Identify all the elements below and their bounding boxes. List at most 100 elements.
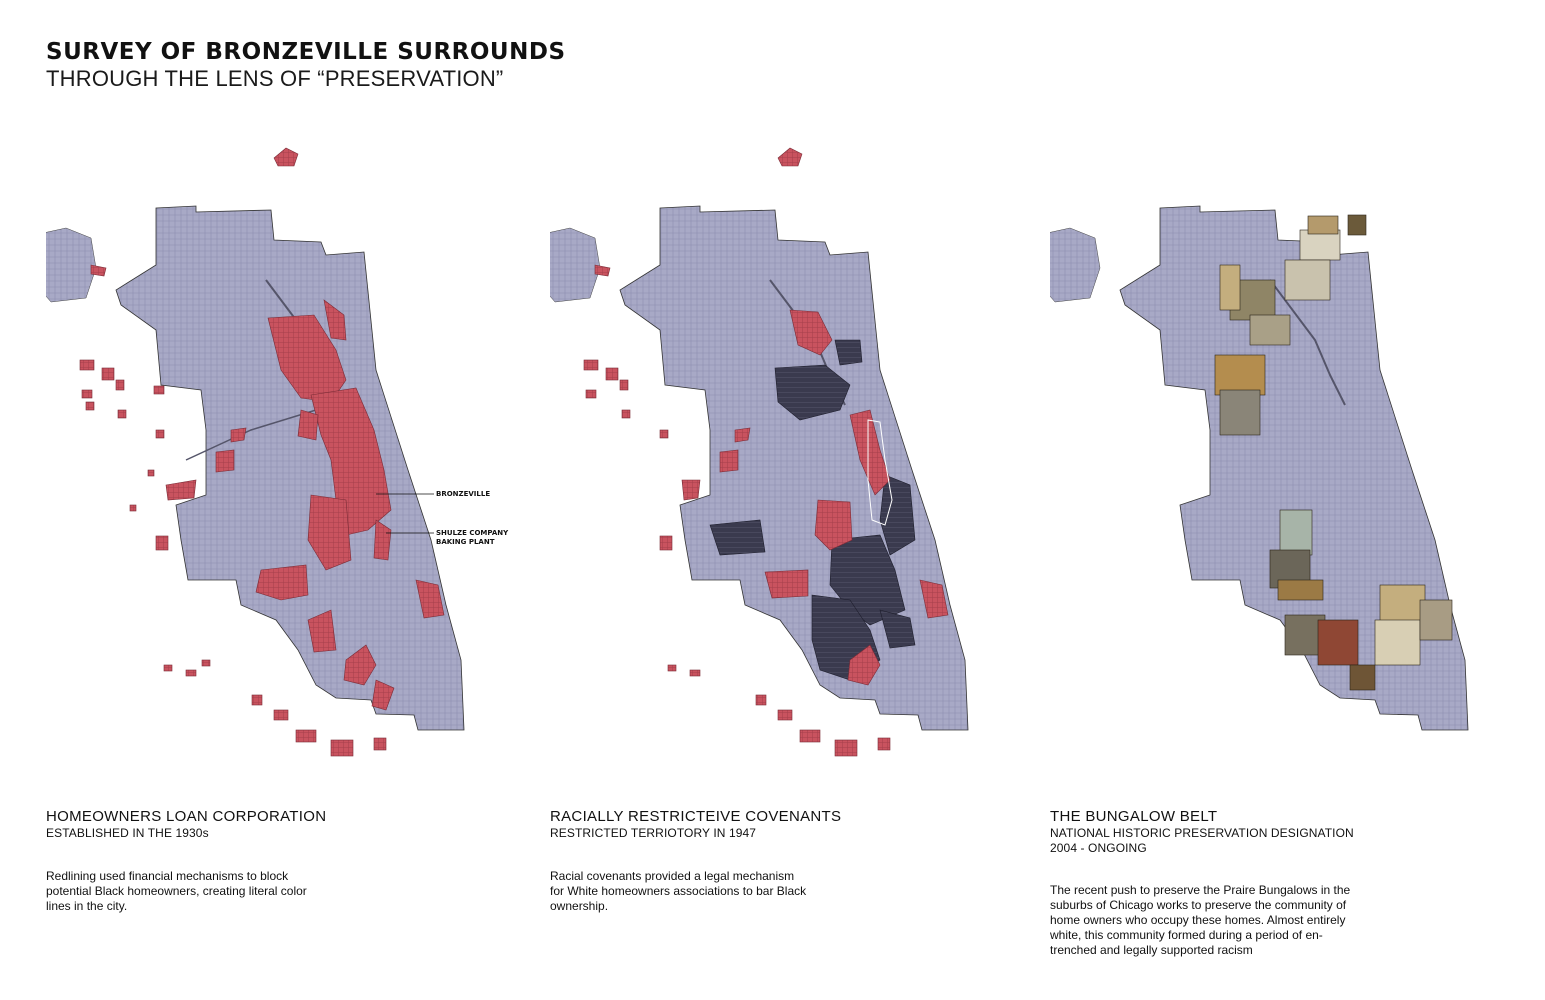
redline-zone <box>330 739 354 757</box>
redline-zone <box>129 504 137 512</box>
caption-title: RACIALLY RESTRICTEIVE COVENANTS <box>550 808 842 825</box>
caption-subtitle-date: 2004 - ONGOING <box>1050 841 1147 855</box>
covenant-zone <box>879 609 916 649</box>
map-redlining: BRONZEVILLE SHULZE COMPANY BAKING PLANT <box>46 147 509 757</box>
redline-zone <box>585 389 597 399</box>
covenant-zone <box>709 519 766 556</box>
caption-covenants: RACIALLY RESTRICTEIVE COVENANTS RESTRICT… <box>550 808 890 914</box>
label-shulze-2: BAKING PLANT <box>436 538 495 546</box>
redline-zone <box>165 479 197 501</box>
caption-body-line: white, this community formed during a pe… <box>1050 928 1323 942</box>
redline-zone <box>343 644 377 686</box>
covenant-zone <box>834 339 863 366</box>
caption-subtitle: NATIONAL HISTORIC PRESERVATION DESIGNATI… <box>1050 826 1354 840</box>
redline-zone <box>777 709 793 721</box>
map-ohare <box>1050 227 1101 303</box>
redline-zone <box>583 359 599 371</box>
redline-zones <box>594 147 949 686</box>
redline-scatter <box>583 359 891 757</box>
collage-image <box>1214 354 1266 396</box>
collage-image <box>1219 264 1241 311</box>
caption-body-line: home owners who occupy these homes. Almo… <box>1050 913 1346 927</box>
redline-zone <box>799 729 821 743</box>
redline-zone <box>834 739 858 757</box>
redline-zone <box>415 579 445 619</box>
caption-title: HOMEOWNERS LOAN CORPORATION <box>46 808 327 825</box>
redline-zone <box>777 147 803 167</box>
redline-zone <box>163 664 173 672</box>
redline-zone <box>79 359 95 371</box>
collage-image <box>1284 259 1331 301</box>
map-river <box>1269 279 1346 406</box>
collage-image <box>1347 214 1367 236</box>
caption-body-line: for White homeowners associations to bar… <box>550 884 807 898</box>
redline-zone <box>297 409 319 441</box>
caption-body-line: ownership. <box>550 899 609 913</box>
collage-image <box>1374 619 1421 666</box>
redline-zone <box>81 389 93 399</box>
caption-body: The recent push to preserve the Praire B… <box>1050 883 1390 958</box>
map-city-outline <box>115 205 465 731</box>
caption-title: THE BUNGALOW BELT <box>1050 808 1218 825</box>
redline-zone <box>877 737 891 751</box>
map-river <box>185 409 317 461</box>
redline-zone <box>201 659 211 667</box>
covenant-zones <box>709 339 916 681</box>
caption-body-line: Racial covenants provided a legal mechan… <box>550 869 795 883</box>
redline-zone <box>323 299 347 341</box>
redline-zone <box>755 694 767 706</box>
redline-zone <box>681 479 701 501</box>
redline-zone <box>255 564 309 601</box>
redline-zone <box>373 737 387 751</box>
redline-zone <box>147 469 155 477</box>
caption-body-line: suburbs of Chicago works to preserve the… <box>1050 898 1347 912</box>
redline-zone <box>215 449 235 473</box>
redline-zone <box>621 409 631 419</box>
caption-subtitle: RESTRICTED TERRIOTORY IN 1947 <box>550 826 757 840</box>
covenant-zone <box>879 474 916 556</box>
redline-zone <box>295 729 317 743</box>
redline-zone <box>734 427 751 443</box>
redline-zone <box>101 367 115 381</box>
redline-zone <box>789 309 833 356</box>
collage-image <box>1277 579 1324 601</box>
redline-zone <box>85 401 95 411</box>
collage-image <box>1249 314 1291 346</box>
redline-zone <box>115 379 125 391</box>
collage-image <box>1419 599 1453 641</box>
redline-zone <box>764 569 809 599</box>
redline-zone <box>373 519 392 561</box>
map-ohare <box>550 227 601 303</box>
caption-body: Racial covenants provided a legal mechan… <box>550 869 890 914</box>
redline-zone <box>371 679 395 711</box>
page-subtitle: THROUGH THE LENS OF “PRESERVATION” <box>46 66 504 91</box>
caption-bungalow: THE BUNGALOW BELT NATIONAL HISTORIC PRES… <box>1050 808 1390 958</box>
redline-zone <box>307 609 337 653</box>
redline-zone <box>659 429 669 439</box>
collage-image <box>1279 509 1313 556</box>
map-covenants <box>550 147 969 757</box>
label-bronzeville: BRONZEVILLE <box>436 490 490 498</box>
redline-zone <box>847 644 881 686</box>
redline-zone <box>117 409 127 419</box>
collage-image <box>1307 215 1339 235</box>
caption-body-line: potential Black homeowners, creating lit… <box>46 884 307 898</box>
label-shulze-1: SHULZE COMPANY <box>436 529 509 537</box>
collage-south <box>1269 509 1453 691</box>
collage-north <box>1214 214 1367 436</box>
caption-body-line: trenched and legally supported racism <box>1050 943 1253 957</box>
redline-zones <box>90 147 445 711</box>
redline-zone <box>719 449 739 473</box>
redline-zone <box>667 664 677 672</box>
collage-image <box>1317 619 1359 666</box>
redline-zone <box>849 409 891 496</box>
redline-zone <box>605 367 619 381</box>
redline-zone <box>273 709 289 721</box>
redline-zone <box>310 387 392 536</box>
collage-image <box>1349 664 1376 691</box>
caption-subtitle: ESTABLISHED IN THE 1930s <box>46 826 209 840</box>
redline-zone <box>619 379 629 391</box>
caption-body-line: lines in the city. <box>46 899 128 913</box>
redline-zone <box>919 579 949 619</box>
collage-image <box>1219 389 1261 436</box>
